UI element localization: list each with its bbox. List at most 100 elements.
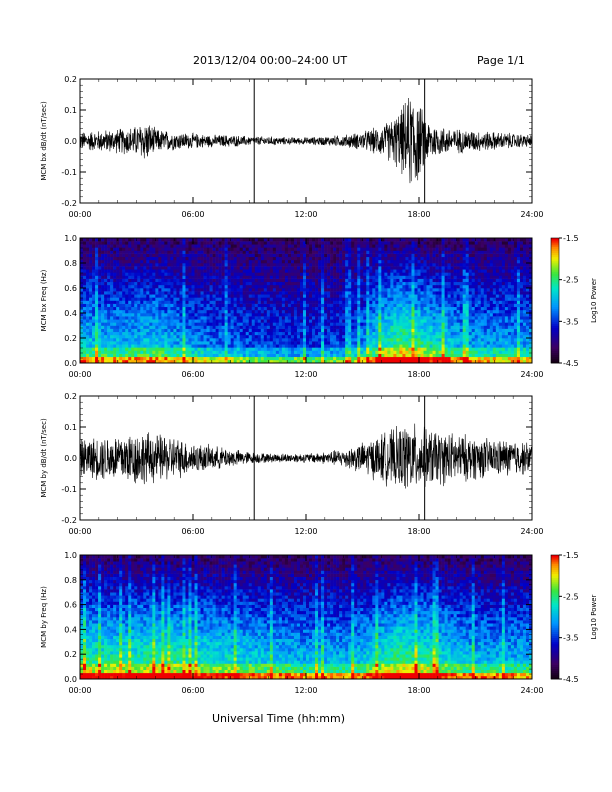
heat-cell [414, 238, 418, 242]
heat-cell [390, 269, 394, 273]
heat-cell [200, 250, 204, 254]
heat-cell [86, 344, 90, 348]
heat-cell [260, 319, 265, 323]
heat-cell [107, 316, 111, 320]
heat-cell [185, 309, 189, 314]
heat-cell [378, 341, 382, 345]
heat-cell [260, 338, 265, 342]
heat-cell [170, 266, 174, 270]
heat-cell [414, 334, 418, 339]
heat-cell [203, 350, 207, 354]
heat-cell [137, 263, 141, 267]
heat-cell [134, 356, 138, 361]
heat-cell [414, 303, 418, 308]
heat-cell [357, 303, 361, 308]
heat-cell [269, 288, 274, 292]
heat-cell [324, 347, 328, 351]
heat-cell [284, 322, 289, 326]
heat-cell [263, 250, 268, 254]
heat-cell [393, 278, 397, 283]
heat-cell [233, 256, 237, 261]
heat-cell [182, 322, 186, 326]
heat-cell [333, 316, 337, 320]
heat-cell [92, 338, 96, 342]
heat-cell [287, 278, 292, 283]
heat-cell [239, 347, 244, 351]
heat-cell [417, 328, 421, 333]
heat-cell [327, 284, 331, 289]
heat-cell [426, 338, 430, 342]
heat-cell [80, 263, 84, 267]
heat-cell [134, 297, 138, 301]
heat-cell [309, 284, 313, 289]
heat-cell [348, 300, 352, 304]
heat-cell [110, 344, 114, 348]
heat-cell [227, 319, 231, 323]
heat-cell [318, 325, 322, 329]
heat-cell [384, 275, 388, 279]
heat-cell [137, 269, 141, 273]
heat-cell [89, 306, 93, 311]
heat-cell [224, 288, 228, 292]
heat-cell [155, 341, 159, 345]
heat-cell [80, 328, 84, 333]
heat-cell [257, 359, 262, 364]
heat-cell [260, 316, 265, 320]
heat-cell [402, 341, 406, 345]
heat-cell [245, 331, 250, 336]
heat-cell [140, 341, 144, 345]
heat-cell [107, 309, 111, 314]
heat-cell [167, 256, 171, 261]
heat-cell [348, 313, 352, 317]
heat-cell [284, 281, 289, 286]
heat-cell [435, 328, 439, 333]
heat-cell [101, 281, 105, 286]
heat-cell [239, 313, 244, 317]
heat-cell [444, 294, 448, 298]
heat-cell [125, 288, 129, 292]
heat-cell [194, 297, 198, 301]
heat-cell [396, 288, 400, 292]
heat-cell [254, 300, 259, 304]
heat-cell [372, 328, 376, 333]
heat-cell [327, 334, 331, 339]
heat-cell [402, 272, 406, 276]
heat-cell [399, 297, 403, 301]
heat-cell [215, 359, 219, 364]
heat-cell [408, 334, 412, 339]
heat-cell [236, 350, 240, 354]
heat-cell [218, 266, 222, 270]
heat-cell [206, 241, 210, 245]
heat-cell [354, 328, 358, 333]
heat-cell [381, 284, 385, 289]
heat-cell [312, 300, 316, 304]
heat-cell [354, 241, 358, 245]
heat-cell [188, 238, 192, 242]
heat-cell [128, 356, 132, 361]
heat-cell [309, 313, 313, 317]
heat-cell [293, 266, 298, 270]
heat-cell [188, 353, 192, 358]
heat-cell [441, 303, 445, 308]
heat-cell [131, 325, 135, 329]
heat-cell [408, 350, 412, 354]
heat-cell [137, 338, 141, 342]
heat-cell [351, 259, 355, 264]
heat-cell [125, 263, 129, 267]
heat-cell [242, 341, 247, 345]
heat-cell [131, 253, 135, 258]
heat-cell [393, 353, 397, 358]
x-tick-label: 06:00 [181, 210, 204, 219]
heat-cell [95, 238, 99, 242]
heat-cell [248, 338, 253, 342]
heat-cell [318, 319, 322, 323]
heat-cell [396, 300, 400, 304]
heat-cell [278, 359, 283, 364]
heat-cell [218, 256, 222, 261]
heat-cell [98, 241, 102, 245]
heat-cell [399, 334, 403, 339]
heat-cell [194, 309, 198, 314]
heat-cell [315, 344, 319, 348]
heat-cell [251, 238, 256, 242]
heat-cell [363, 359, 367, 364]
